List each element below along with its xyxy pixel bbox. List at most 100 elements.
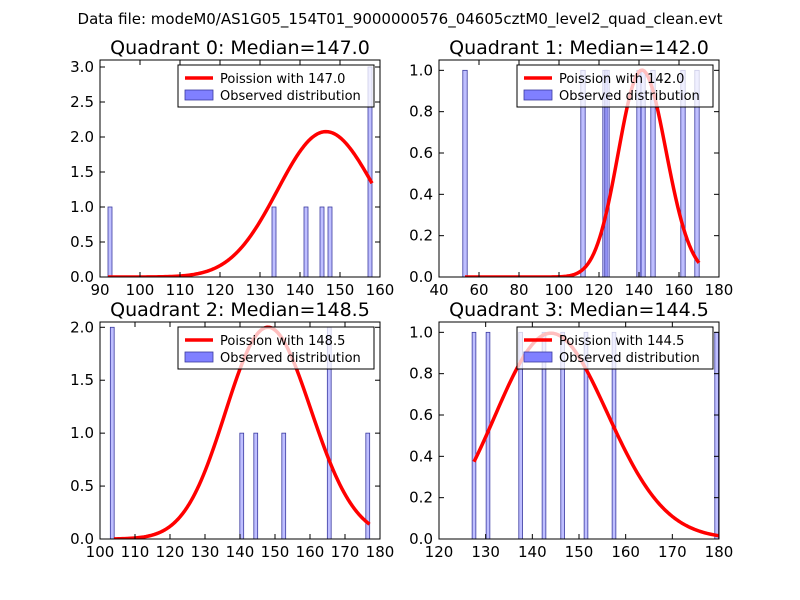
x-tick-label: 160 [366,281,395,299]
x-tick-label: 140 [518,543,547,561]
x-tick-label: 170 [331,543,360,561]
legend-bar-label: Observed distribution [220,89,361,104]
y-tick-label: 0.0 [70,268,94,286]
histogram-bar [303,206,309,277]
x-tick-label: 150 [565,543,594,561]
subplot-title: Quadrant 1: Median=142.0 [449,37,709,59]
histogram-bar [253,432,259,539]
y-tick-label: 0.0 [70,530,94,548]
y-tick-label: 1.0 [70,198,94,216]
legend-curve-label: Poission with 148.5 [220,334,345,349]
x-tick-label: 110 [166,281,195,299]
x-tick-label: 150 [326,281,355,299]
histogram-bars [107,66,373,277]
x-tick-label: 130 [191,543,220,561]
legend-curve-label: Poission with 147.0 [220,72,345,87]
y-tick-label: 2.0 [70,318,94,336]
y-tick-label: 0.4 [409,447,433,465]
subplot-quadrant-1: Quadrant 1: Median=142.0 40 60 80 100 120 140 1… [409,37,733,299]
figure-suptitle: Data file: modeM0/AS1G05_154T01_90000005… [78,10,723,29]
y-tick-label: 0.6 [409,406,433,424]
x-tick-label: 140 [226,543,255,561]
legend-bar-label: Observed distribution [559,351,700,366]
x-tick-label: 120 [156,543,185,561]
histogram-bar [281,432,287,539]
histogram-bar [109,326,115,539]
poisson-curve [472,331,719,538]
y-tick-label: 0.6 [409,144,433,162]
x-tick-label: 180 [705,281,734,299]
histogram-bar [327,206,333,277]
y-tick-label: 0.5 [70,233,94,251]
x-tick-label: 120 [206,281,235,299]
legend: Poission with 144.5 Observed distribution [516,326,714,370]
poisson-curve [465,68,701,277]
x-tick-label: 150 [261,543,290,561]
y-tick-label: 0.8 [409,103,433,121]
y-tick-label: 1.5 [70,371,94,389]
subplot-title: Quadrant 2: Median=148.5 [110,299,370,321]
y-tick-label: 2.0 [70,128,94,146]
x-tick-label: 90 [90,281,109,299]
x-tick-label: 140 [625,281,654,299]
x-tick-label: 170 [658,543,687,561]
y-tick-label: 0.8 [409,365,433,383]
legend-curve-label: Poission with 144.5 [559,334,684,349]
y-tick-label: 0.5 [70,477,94,495]
x-tick-label: 180 [366,543,395,561]
x-tick-label: 80 [509,281,528,299]
y-tick-label: 1.0 [409,61,433,79]
histogram-bar [462,69,468,277]
x-tick-label: 160 [296,543,325,561]
x-tick-label: 160 [611,543,640,561]
histogram-bar [107,206,113,277]
histogram-bar [714,331,719,539]
legend: Poission with 142.0 Observed distribution [516,64,714,108]
legend-bar-swatch [523,89,553,101]
x-tick-label: 100 [545,281,574,299]
histogram-bar [471,331,477,539]
x-tick-label: 40 [429,281,448,299]
histogram-bar [271,206,277,277]
legend-bar-label: Observed distribution [220,351,361,366]
y-tick-label: 0.2 [409,489,433,507]
y-tick-label: 1.0 [409,323,433,341]
x-tick-label: 140 [286,281,315,299]
histogram-bar [319,206,325,277]
subplot-quadrant-2: Quadrant 2: Median=148.5 100 110 120 130 140 1… [70,299,394,561]
x-tick-label: 60 [469,281,488,299]
y-tick-label: 2.5 [70,93,94,111]
subplot-title: Quadrant 0: Median=147.0 [110,37,370,59]
legend-bar-swatch [184,351,214,363]
y-tick-label: 1.0 [70,424,94,442]
plot-frame [99,59,381,278]
subplot-title: Quadrant 3: Median=144.5 [449,299,709,321]
y-tick-label: 0.4 [409,185,433,203]
histogram-bar [239,432,245,539]
legend-bar-swatch [523,351,553,363]
y-tick-label: 0.0 [409,530,433,548]
legend-bar-label: Observed distribution [559,89,700,104]
legend: Poission with 148.5 Observed distribution [177,326,375,370]
subplot-quadrant-0: Quadrant 0: Median=147.0 90 100 110 120 130 14… [70,37,394,299]
y-tick-label: 0.2 [409,227,433,245]
x-tick-label: 100 [86,543,115,561]
legend-curve-label: Poission with 142.0 [559,72,684,87]
x-tick-label: 120 [425,543,454,561]
plot-frame [438,59,720,278]
y-tick-label: 3.0 [70,58,94,76]
legend: Poission with 147.0 Observed distribution [177,64,375,108]
y-tick-label: 0.0 [409,268,433,286]
subplot-quadrant-3: Quadrant 3: Median=144.5 120 130 140 150 160 1… [409,299,733,561]
x-tick-label: 120 [585,281,614,299]
x-tick-label: 160 [665,281,694,299]
x-tick-label: 180 [705,543,734,561]
x-tick-label: 130 [246,281,275,299]
subplot-grid: Quadrant 0: Median=147.0 90 100 110 120 130 14… [70,37,733,561]
y-tick-label: 1.5 [70,163,94,181]
x-tick-label: 100 [126,281,155,299]
x-tick-label: 110 [121,543,150,561]
legend-bar-swatch [184,89,214,101]
x-tick-label: 130 [471,543,500,561]
